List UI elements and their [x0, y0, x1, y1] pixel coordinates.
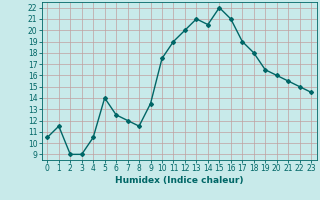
X-axis label: Humidex (Indice chaleur): Humidex (Indice chaleur) — [115, 176, 244, 185]
